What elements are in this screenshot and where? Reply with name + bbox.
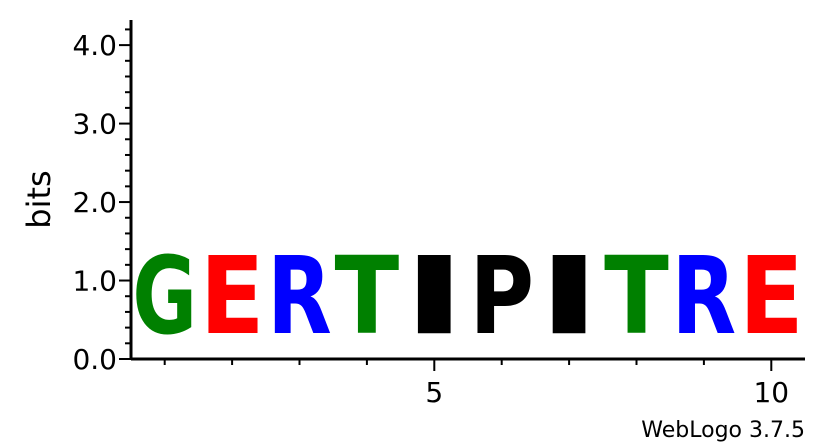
x-axis-ticks: 5 10 — [163, 359, 789, 409]
logo-letter-t: T — [335, 234, 400, 359]
y-tick-label: 0.0 — [72, 343, 117, 376]
logo-letter-i: I — [402, 234, 467, 359]
y-tick-label: 3.0 — [72, 108, 117, 141]
axes: 0.0 1.0 2.0 3.0 4.0 5 10 — [72, 20, 805, 409]
logo-letter-t: T — [604, 234, 669, 359]
y-tick-label: 1.0 — [72, 265, 117, 298]
y-tick-label: 4.0 — [72, 29, 117, 62]
logo-letter-e: E — [200, 234, 265, 359]
weblogo-version-label: WebLogo 3.7.5 — [641, 418, 805, 443]
y-tick-label: 2.0 — [72, 186, 117, 219]
y-axis-label: bits — [20, 170, 58, 228]
logo-letter-r: R — [267, 234, 332, 359]
logo-letter-e: E — [739, 234, 804, 359]
x-tick-label: 5 — [425, 376, 443, 409]
logo-letter-i: I — [537, 234, 602, 359]
logo-letter-p: P — [469, 235, 534, 360]
logo-letter-r: R — [672, 234, 737, 359]
y-axis-ticks: 0.0 1.0 2.0 3.0 4.0 — [72, 28, 131, 376]
x-tick-label: 10 — [753, 376, 789, 409]
logo-letter-g: G — [132, 235, 197, 359]
